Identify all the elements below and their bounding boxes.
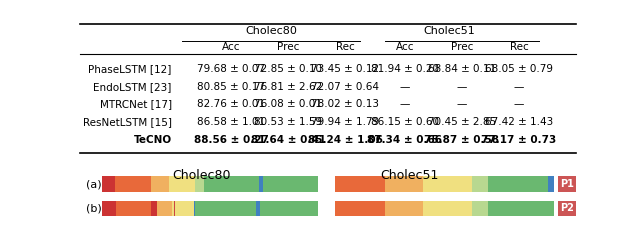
Text: Acc: Acc xyxy=(222,42,241,52)
Text: Cholec51: Cholec51 xyxy=(424,26,476,36)
Bar xyxy=(102,176,115,192)
Text: MTRCNet [17]: MTRCNet [17] xyxy=(100,99,172,109)
Bar xyxy=(151,201,157,216)
Text: 77.17 ± 0.73: 77.17 ± 0.73 xyxy=(481,135,557,145)
Text: 67.42 ± 1.43: 67.42 ± 1.43 xyxy=(485,117,553,127)
Bar xyxy=(259,176,263,192)
Bar xyxy=(335,201,385,216)
Bar xyxy=(195,201,255,216)
Bar xyxy=(488,176,548,192)
Bar xyxy=(472,176,488,192)
Bar xyxy=(157,201,172,216)
Bar xyxy=(548,176,554,192)
Text: 80.53 ± 1.59: 80.53 ± 1.59 xyxy=(254,117,323,127)
Bar xyxy=(385,176,423,192)
Point xyxy=(381,49,389,52)
Text: 86.58 ± 1.01: 86.58 ± 1.01 xyxy=(197,117,266,127)
Text: 76.08 ± 0.01: 76.08 ± 0.01 xyxy=(254,99,323,109)
Text: —: — xyxy=(400,99,410,109)
Bar xyxy=(115,176,151,192)
Text: Cholec80: Cholec80 xyxy=(172,169,231,182)
Text: 72.07 ± 0.64: 72.07 ± 0.64 xyxy=(312,82,380,92)
Text: 75.87 ± 0.58: 75.87 ± 0.58 xyxy=(424,135,499,145)
Text: —: — xyxy=(514,82,524,92)
Bar xyxy=(548,201,554,216)
Bar xyxy=(151,176,169,192)
Text: 72.85 ± 0.10: 72.85 ± 0.10 xyxy=(254,64,323,74)
Point xyxy=(356,49,364,52)
Bar xyxy=(172,201,174,216)
Text: Rec: Rec xyxy=(336,42,355,52)
Bar xyxy=(175,201,195,216)
Bar xyxy=(472,201,488,216)
Bar xyxy=(174,201,175,216)
Bar xyxy=(557,201,576,216)
Text: (a): (a) xyxy=(86,179,102,189)
Text: 86.15 ± 0.60: 86.15 ± 0.60 xyxy=(371,117,439,127)
Text: Acc: Acc xyxy=(396,42,414,52)
Bar xyxy=(423,176,472,192)
Text: 79.68 ± 0.07: 79.68 ± 0.07 xyxy=(197,64,265,74)
Bar xyxy=(423,201,472,216)
Bar xyxy=(195,176,204,192)
Text: 82.76 ± 0.01: 82.76 ± 0.01 xyxy=(197,99,265,109)
Text: 70.45 ± 2.85: 70.45 ± 2.85 xyxy=(428,117,496,127)
Bar xyxy=(116,201,151,216)
Text: P2: P2 xyxy=(560,203,574,214)
Text: 79.94 ± 1.79: 79.94 ± 1.79 xyxy=(311,117,380,127)
Text: 78.02 ± 0.13: 78.02 ± 0.13 xyxy=(312,99,380,109)
Bar xyxy=(255,201,260,216)
Bar xyxy=(260,201,318,216)
Text: TeCNO: TeCNO xyxy=(134,135,172,145)
Text: Cholec51: Cholec51 xyxy=(381,169,439,182)
Text: 80.85 ± 0.17: 80.85 ± 0.17 xyxy=(197,82,265,92)
Bar xyxy=(488,201,548,216)
Bar xyxy=(557,176,576,192)
Text: Rec: Rec xyxy=(509,42,529,52)
Bar xyxy=(385,201,423,216)
Text: 87.34 ± 0.66: 87.34 ± 0.66 xyxy=(367,135,442,145)
Text: 68.05 ± 0.79: 68.05 ± 0.79 xyxy=(485,64,553,74)
Text: Prec: Prec xyxy=(451,42,473,52)
Bar xyxy=(335,176,385,192)
Text: 88.56 ± 0.27: 88.56 ± 0.27 xyxy=(194,135,269,145)
Text: 68.84 ± 0.11: 68.84 ± 0.11 xyxy=(428,64,496,74)
Text: Cholec80: Cholec80 xyxy=(245,26,297,36)
Bar xyxy=(169,176,195,192)
Point xyxy=(178,49,186,52)
Text: —: — xyxy=(400,82,410,92)
Text: —: — xyxy=(457,99,467,109)
Text: 81.94 ± 0.20: 81.94 ± 0.20 xyxy=(371,64,439,74)
Bar xyxy=(204,176,259,192)
Text: 73.45 ± 0.12: 73.45 ± 0.12 xyxy=(311,64,380,74)
Text: Prec: Prec xyxy=(277,42,300,52)
Text: 76.81 ± 2.62: 76.81 ± 2.62 xyxy=(254,82,323,92)
Text: P1: P1 xyxy=(560,179,574,189)
Bar xyxy=(102,201,116,216)
Text: 81.64 ± 0.41: 81.64 ± 0.41 xyxy=(251,135,326,145)
Text: PhaseLSTM [12]: PhaseLSTM [12] xyxy=(88,64,172,74)
Text: 85.24 ± 1.06: 85.24 ± 1.06 xyxy=(308,135,383,145)
Text: ResNetLSTM [15]: ResNetLSTM [15] xyxy=(83,117,172,127)
Bar xyxy=(263,176,318,192)
Text: —: — xyxy=(457,82,467,92)
Text: (b): (b) xyxy=(86,203,102,214)
Point xyxy=(535,49,543,52)
Text: EndoLSTM [23]: EndoLSTM [23] xyxy=(93,82,172,92)
Text: —: — xyxy=(514,99,524,109)
